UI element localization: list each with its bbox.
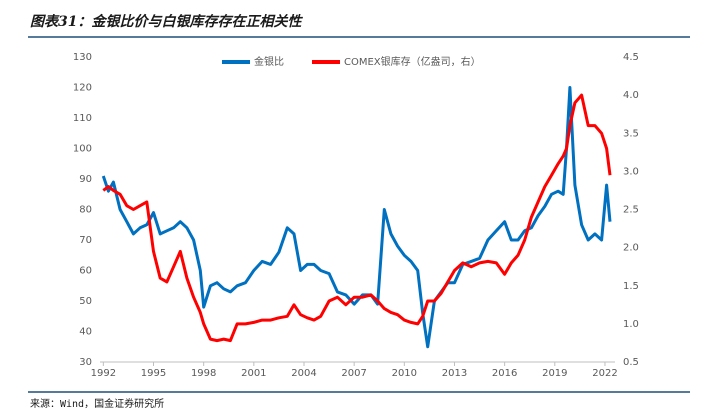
y-tick-label: 70 bbox=[79, 235, 92, 246]
y2-tick-label: 1.0 bbox=[623, 319, 639, 330]
y-tick-label: 80 bbox=[79, 205, 92, 216]
y2-tick-label: 4.5 bbox=[623, 52, 639, 63]
y-tick-label: 60 bbox=[79, 266, 92, 277]
y2-tick-label: 0.5 bbox=[623, 357, 639, 368]
x-tick-label: 2019 bbox=[542, 368, 567, 379]
y2-tick-label: 2.5 bbox=[623, 205, 639, 216]
y-tick-label: 30 bbox=[79, 357, 92, 368]
y-tick-label: 120 bbox=[73, 83, 92, 94]
y-tick-label: 100 bbox=[73, 144, 92, 155]
y-tick-label: 130 bbox=[73, 52, 92, 63]
x-tick-label: 2001 bbox=[241, 368, 266, 379]
legend-label: COMEX银库存（亿盎司，右） bbox=[344, 55, 481, 68]
x-tick-label: 1995 bbox=[141, 368, 166, 379]
series-line bbox=[102, 93, 612, 343]
y2-tick-label: 3.5 bbox=[623, 128, 639, 139]
legend-label: 金银比 bbox=[254, 55, 284, 68]
y-tick-label: 40 bbox=[79, 327, 92, 338]
y-tick-label: 50 bbox=[79, 296, 92, 307]
y-tick-label: 90 bbox=[79, 174, 92, 185]
x-tick-label: 2013 bbox=[442, 368, 467, 379]
series-line bbox=[101, 86, 612, 349]
chart-title: 图表31：金银比价与白银库存存在正相关性 bbox=[30, 13, 303, 30]
x-tick-label: 2022 bbox=[592, 368, 617, 379]
y2-tick-label: 3.0 bbox=[623, 166, 639, 177]
x-tick-label: 2007 bbox=[341, 368, 366, 379]
x-tick-label: 2016 bbox=[492, 368, 517, 379]
y2-tick-label: 2.0 bbox=[623, 243, 639, 254]
y-tick-label: 110 bbox=[73, 113, 92, 124]
x-tick-label: 2004 bbox=[291, 368, 316, 379]
x-tick-label: 1992 bbox=[91, 368, 116, 379]
x-tick-label: 1998 bbox=[191, 368, 216, 379]
source: 来源：Wind，国金证券研究所 bbox=[30, 397, 164, 410]
x-tick-label: 2010 bbox=[392, 368, 417, 379]
y2-tick-label: 1.5 bbox=[623, 281, 639, 292]
y2-tick-label: 4.0 bbox=[623, 90, 639, 101]
